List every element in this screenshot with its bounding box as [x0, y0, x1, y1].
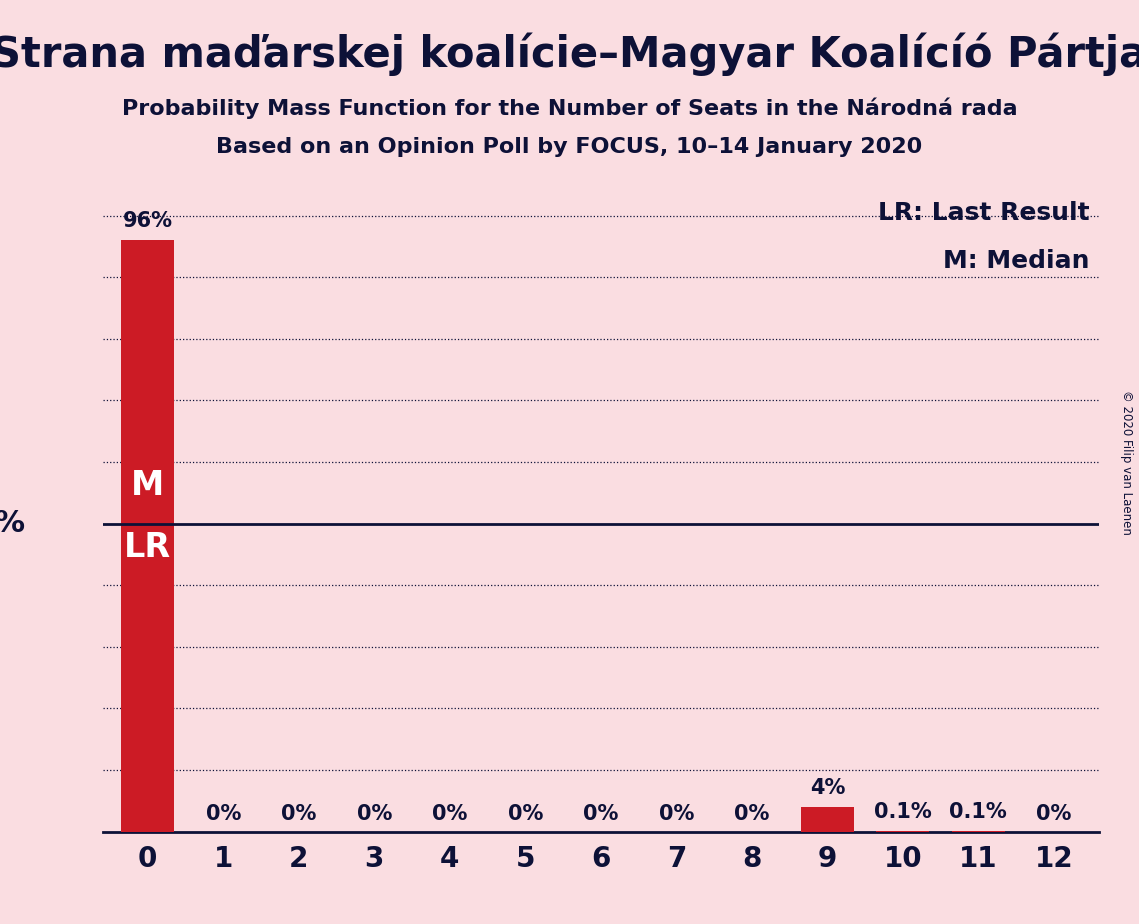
Text: M: M	[131, 469, 164, 502]
Text: Based on an Opinion Poll by FOCUS, 10–14 January 2020: Based on an Opinion Poll by FOCUS, 10–14…	[216, 137, 923, 157]
Text: © 2020 Filip van Laenen: © 2020 Filip van Laenen	[1120, 390, 1133, 534]
Text: 0%: 0%	[432, 804, 467, 824]
Bar	[801, 807, 854, 832]
Text: Probability Mass Function for the Number of Seats in the Národná rada: Probability Mass Function for the Number…	[122, 97, 1017, 118]
Text: 0%: 0%	[357, 804, 392, 824]
Text: 4%: 4%	[810, 778, 845, 797]
Text: 50%: 50%	[0, 509, 26, 538]
Text: LR: LR	[124, 530, 171, 564]
Text: 0%: 0%	[1036, 804, 1072, 824]
Text: 0.1%: 0.1%	[874, 802, 932, 821]
Text: 0%: 0%	[658, 804, 694, 824]
Text: M: Median: M: Median	[943, 249, 1089, 274]
Text: LR: Last Result: LR: Last Result	[877, 201, 1089, 225]
Text: 96%: 96%	[123, 211, 173, 231]
Text: 0%: 0%	[508, 804, 543, 824]
Text: 0%: 0%	[583, 804, 618, 824]
Text: 0%: 0%	[281, 804, 317, 824]
Text: 0%: 0%	[206, 804, 241, 824]
Text: 0.1%: 0.1%	[950, 802, 1007, 821]
Text: Strana maďarskej koalície–Magyar Koalícíó Pártja: Strana maďarskej koalície–Magyar Koalící…	[0, 32, 1139, 76]
Bar	[122, 240, 174, 832]
Text: 0%: 0%	[735, 804, 770, 824]
